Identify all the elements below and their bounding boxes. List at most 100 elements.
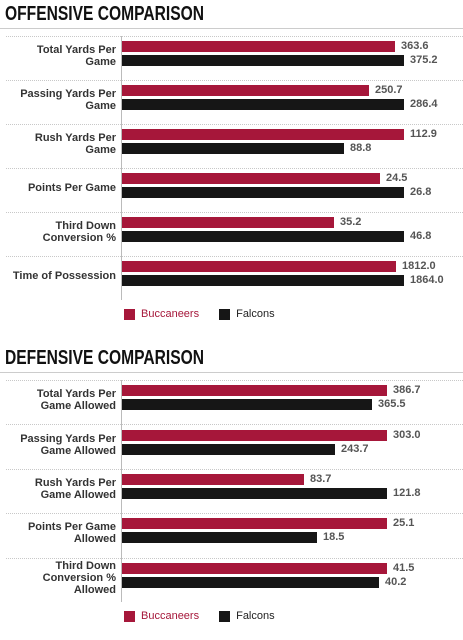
category-label-line: Total Yards Per [36,44,116,56]
category-label-line: Conversion % [42,232,116,244]
value-label-buccaneers: 1812.0 [402,260,436,272]
row-separator [6,513,463,515]
bar-falcons [122,55,404,66]
category-label: Time of Possession [4,259,116,293]
chart-axis-line [121,380,122,602]
category-label-line: Game Allowed [40,400,116,413]
category-label-line: Allowed [73,533,116,546]
value-label-falcons: 88.8 [350,142,372,154]
value-label-falcons: 1864.0 [410,274,444,286]
category-label: Passing Yards Per Game [4,83,116,117]
row-separator [6,212,463,213]
category-label: Passing Yards Per Game Allowed [4,427,116,461]
value-label-falcons: 40.2 [385,575,407,588]
legend-swatch-falcons [219,610,231,622]
value-label-falcons: 286.4 [410,98,438,110]
category-label-line: Rush Yards Per [34,476,116,489]
offensive-legend: Buccaneers Falcons [124,307,295,321]
value-label-falcons: 243.7 [341,442,369,455]
category-label: Total Yards Per Game [4,39,116,73]
bar-falcons [122,231,404,242]
bar-buccaneers [122,217,334,228]
bar-falcons [122,488,387,499]
bar-falcons [122,99,404,110]
row-separator [6,168,463,169]
legend-swatch-buccaneers [124,308,135,320]
bar-buccaneers [122,562,387,574]
bar-buccaneers [122,41,395,52]
bar-falcons [122,443,335,455]
row-separator [6,557,463,559]
legend-label-falcons: Falcons [236,308,275,320]
value-label-falcons: 365.5 [378,398,406,411]
offensive-comparison-title: OFFENSIVE COMPARISON [5,3,205,25]
defensive-comparison-title: DEFENSIVE COMPARISON [5,347,205,369]
offensive-chart: Total Yards Per Game 363.6 375.2 Passing Yar… [0,36,463,300]
value-label-buccaneers: 35.2 [340,216,362,228]
value-label-buccaneers: 25.1 [393,517,415,530]
legend-label-falcons: Falcons [236,610,275,622]
legend-item-falcons: Falcons [219,308,275,320]
row-separator [6,424,463,426]
category-label-line: Game Allowed [40,488,116,501]
value-label-falcons: 375.2 [410,54,438,66]
category-label-line: Total Yards Per [36,388,116,401]
value-label-buccaneers: 363.6 [401,40,429,52]
category-label-line: Passing Yards Per [20,432,116,445]
row-separator [6,256,463,257]
bar-falcons [122,532,317,544]
legend-label-buccaneers: Buccaneers [141,308,200,320]
bar-buccaneers [122,129,404,140]
bar-buccaneers [122,385,387,397]
category-label-line: Game [85,100,116,112]
category-label: Points Per Game [4,171,116,205]
value-label-buccaneers: 24.5 [386,172,408,184]
category-label-line: Passing Yards Per [20,88,116,100]
category-label-line: Third Down [55,559,117,572]
legend-label-buccaneers: Buccaneers [141,610,200,622]
row-separator [6,36,463,37]
value-label-buccaneers: 41.5 [393,561,415,574]
bar-falcons [122,275,404,286]
value-label-buccaneers: 112.9 [410,128,437,140]
category-label-line: Game [85,56,116,68]
defensive-legend: Buccaneers Falcons [124,609,295,623]
row-separator [6,80,463,81]
category-label-line: Points Per Game [27,521,116,534]
bar-falcons [122,399,372,411]
value-label-buccaneers: 250.7 [375,84,403,96]
bar-buccaneers [122,173,380,184]
row-separator [6,468,463,470]
row-separator [6,124,463,125]
row-separator [6,380,463,381]
legend-item-buccaneers: Buccaneers [124,308,199,320]
value-label-falcons: 46.8 [410,230,432,242]
defensive-title-rule [0,372,463,373]
legend-item-falcons: Falcons [219,610,275,622]
category-label-line: Points Per Game [27,182,116,194]
bar-buccaneers [122,474,304,485]
category-label: Total Yards Per Game Allowed [4,383,116,417]
value-label-falcons: 121.8 [393,487,421,499]
category-label-line: Conversion % [42,571,116,584]
bar-buccaneers [122,261,396,272]
defensive-chart: Total Yards Per Game Allowed 386.7 365.5 Pas… [0,380,463,602]
value-label-buccaneers: 303.0 [393,428,421,441]
bar-buccaneers [122,429,387,441]
defensive-comparison-section: DEFENSIVE COMPARISON Total Yards Per Game… [0,343,463,640]
bar-falcons [122,143,344,154]
bar-buccaneers [122,85,369,96]
legend-item-buccaneers: Buccaneers [124,610,199,622]
category-label-line: Game [85,144,116,156]
value-label-falcons: 26.8 [410,186,432,198]
category-label: Rush Yards Per Game [4,127,116,161]
legend-swatch-falcons [219,308,231,320]
category-label: Rush Yards Per Game Allowed [4,472,116,506]
category-label-line: Game Allowed [40,444,116,457]
category-label: Third Down Conversion % Allowed [4,559,117,596]
offensive-title-rule [0,28,463,29]
value-label-buccaneers: 83.7 [310,473,332,485]
bar-buccaneers [122,518,387,530]
value-label-buccaneers: 386.7 [393,384,421,397]
bar-falcons [122,576,379,588]
